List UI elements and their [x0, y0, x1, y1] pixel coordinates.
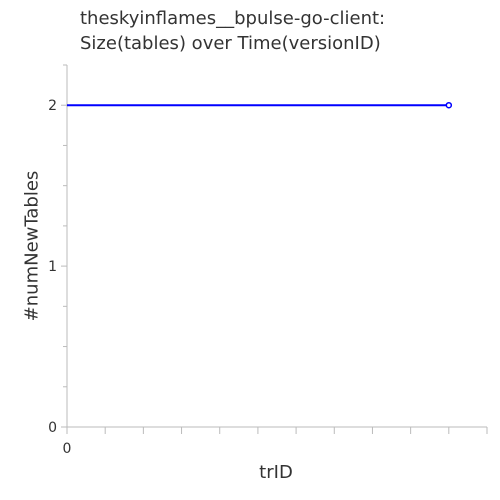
y-tick-label: 1	[48, 259, 57, 275]
data-point	[445, 101, 453, 109]
x-axis-label: trID	[259, 462, 293, 483]
y-tick-label: 0	[48, 420, 57, 436]
chart-title: theskyinflames__bpulse-go-client: Size(t…	[80, 6, 385, 56]
x-tick-label: 0	[63, 441, 72, 457]
chart-title-line-2: Size(tables) over Time(versionID)	[80, 33, 381, 54]
chart-title-line-1: theskyinflames__bpulse-go-client:	[80, 8, 386, 29]
y-tick-label: 2	[48, 98, 57, 114]
data-marks	[67, 101, 453, 109]
axes	[66, 65, 487, 428]
ticks: 0 1 2 0	[48, 64, 488, 457]
